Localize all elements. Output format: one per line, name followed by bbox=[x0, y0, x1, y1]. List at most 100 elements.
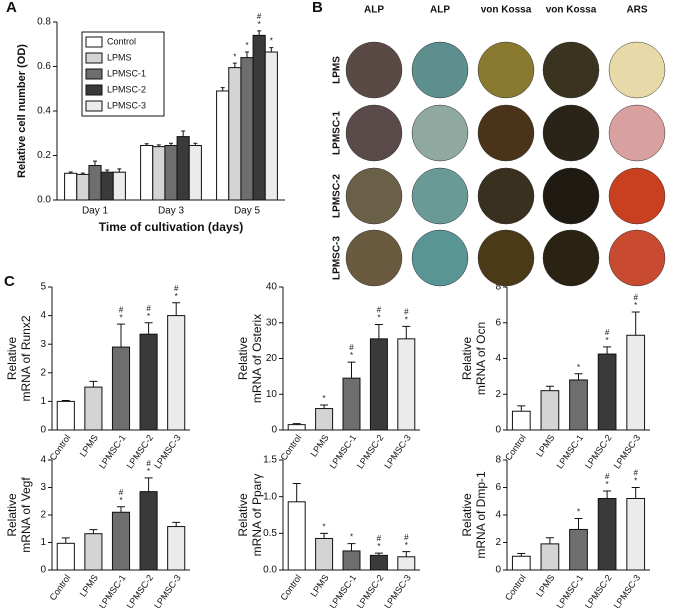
y-axis-label-line: Relative bbox=[5, 337, 19, 381]
error-bar bbox=[374, 324, 383, 339]
y-tick-label: 3 bbox=[40, 482, 46, 493]
stain-image bbox=[345, 104, 403, 162]
stain-image bbox=[477, 167, 535, 225]
y-tick-label: 40 bbox=[266, 282, 278, 293]
x-tick-label: Day 5 bbox=[234, 206, 261, 217]
y-tick-label: 2 bbox=[495, 389, 501, 400]
x-tick-label: LPMSC-2 bbox=[583, 433, 614, 471]
x-tick-label: LPMS bbox=[78, 433, 100, 459]
column-label: von Kossa bbox=[481, 5, 532, 16]
x-tick-label: LPMSC-2 bbox=[125, 573, 156, 608]
significance-mark: * bbox=[323, 522, 326, 531]
significance-mark: # bbox=[349, 343, 354, 352]
significance-mark: # bbox=[146, 304, 151, 313]
significance-mark: # bbox=[605, 328, 610, 337]
bar bbox=[76, 173, 90, 201]
significance-mark: # bbox=[377, 534, 382, 543]
significance-mark: * bbox=[119, 496, 122, 505]
x-tick-label: Control bbox=[48, 433, 73, 463]
error-bar bbox=[402, 325, 411, 339]
x-tick-label: LPMSC-2 bbox=[355, 433, 386, 471]
stain-image bbox=[345, 167, 403, 225]
significance-mark: * bbox=[258, 20, 261, 29]
column-label: ALP bbox=[364, 5, 384, 16]
legend-label: LPMSC-3 bbox=[107, 100, 146, 110]
y-tick-label: 4 bbox=[40, 310, 46, 321]
y-tick-label: 2 bbox=[40, 367, 46, 378]
y-tick-label: 0.0 bbox=[263, 565, 277, 576]
y-tick-label: 0.0 bbox=[37, 195, 51, 206]
significance-mark: * bbox=[323, 394, 326, 403]
error-bar bbox=[117, 168, 122, 173]
x-tick-label: Day 3 bbox=[158, 206, 185, 217]
stain-image bbox=[477, 41, 535, 99]
bar bbox=[164, 144, 178, 201]
row-label: LPMSC-3 bbox=[332, 236, 343, 280]
y-tick-label: 6 bbox=[495, 317, 501, 328]
column-label: ALP bbox=[430, 5, 450, 16]
x-tick-label: LPMS bbox=[308, 573, 330, 599]
y-axis-label-line: mRNA of Runx2 bbox=[19, 315, 33, 401]
row-label: LPMS bbox=[332, 56, 343, 84]
y-tick-label: 0.6 bbox=[37, 61, 51, 72]
bar bbox=[315, 537, 334, 571]
legend-swatch bbox=[85, 84, 103, 96]
stain-image bbox=[345, 229, 403, 287]
bar bbox=[56, 400, 75, 431]
y-axis-label: RelativemRNA of Osterix bbox=[236, 314, 264, 403]
x-tick-label: Control bbox=[503, 573, 528, 603]
significance-mark: # bbox=[633, 293, 638, 302]
x-tick-label: Day 1 bbox=[82, 206, 109, 217]
error-bar bbox=[603, 346, 612, 355]
significance-mark: * bbox=[577, 363, 580, 372]
significance-mark: * bbox=[147, 467, 150, 476]
significance-mark: # bbox=[404, 533, 409, 542]
column-label: von Kossa bbox=[546, 5, 597, 16]
bar bbox=[111, 511, 131, 571]
error-bar bbox=[61, 537, 70, 544]
error-bar bbox=[220, 87, 225, 91]
y-tick-label: 1 bbox=[40, 396, 46, 407]
x-tick-label: LPMSC-3 bbox=[382, 433, 413, 471]
error-bar bbox=[144, 477, 153, 492]
row-label: LPMSC-1 bbox=[332, 111, 343, 155]
bar bbox=[152, 146, 166, 201]
bar bbox=[111, 346, 131, 431]
y-axis-label: Relative cell number (OD) bbox=[16, 44, 28, 178]
y-axis-label-line: Relative bbox=[5, 493, 19, 537]
significance-mark: * bbox=[405, 315, 408, 324]
stain-image bbox=[542, 104, 600, 162]
bar bbox=[84, 386, 103, 431]
error-bar bbox=[117, 323, 125, 348]
stain-image bbox=[477, 229, 535, 287]
y-tick-label: 0.5 bbox=[263, 528, 277, 539]
y-axis-label-line: Relative bbox=[236, 337, 250, 381]
bar bbox=[369, 554, 388, 571]
y-tick-label: 0 bbox=[271, 425, 277, 436]
stain-image bbox=[411, 167, 469, 225]
y-axis-label-line: Relative bbox=[460, 493, 474, 537]
bar bbox=[56, 542, 75, 571]
stain-image bbox=[411, 229, 469, 287]
error-bar bbox=[172, 302, 181, 316]
legend-label: LPMSC-2 bbox=[107, 84, 146, 94]
error-bar bbox=[320, 532, 329, 539]
error-bar bbox=[232, 62, 237, 68]
bar bbox=[540, 390, 560, 431]
error-bar bbox=[181, 130, 186, 137]
error-bar bbox=[172, 521, 181, 527]
x-tick-label: LPMSC-3 bbox=[612, 433, 643, 471]
y-tick-label: 4 bbox=[495, 510, 501, 521]
x-tick-label: LPMSC-1 bbox=[555, 573, 586, 608]
bar bbox=[167, 526, 186, 571]
panel-label: C bbox=[4, 273, 15, 290]
error-bar bbox=[545, 385, 554, 391]
significance-mark: * bbox=[405, 541, 408, 550]
significance-mark: * bbox=[233, 52, 236, 61]
legend-swatch bbox=[85, 100, 103, 112]
error-bar bbox=[93, 160, 97, 166]
y-axis-label-line: mRNA of Ocn bbox=[474, 322, 488, 395]
significance-mark: * bbox=[634, 477, 637, 486]
